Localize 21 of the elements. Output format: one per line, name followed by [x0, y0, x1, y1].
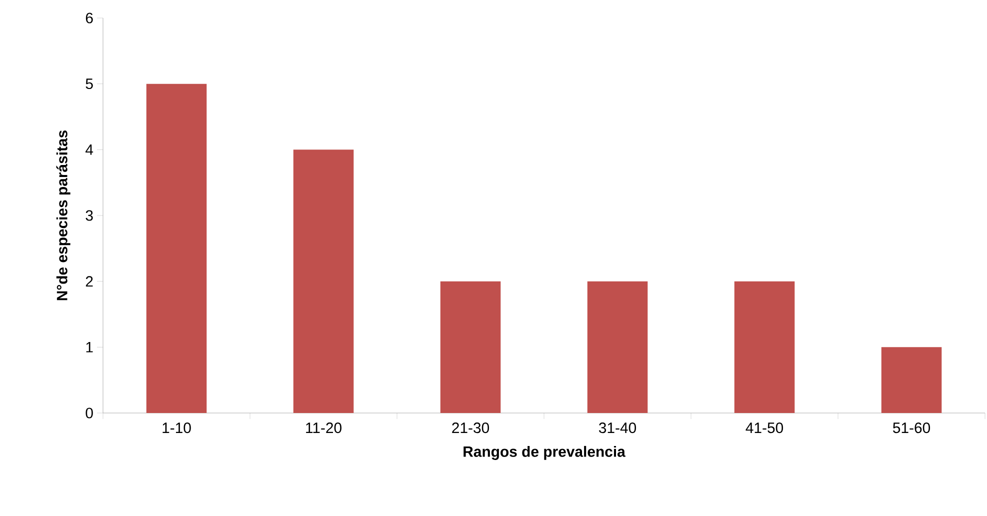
x-tick-label: 31-40 [598, 422, 636, 434]
bar [146, 84, 207, 413]
x-tick-label: 41-50 [746, 422, 784, 434]
x-tick-label: 11-20 [306, 422, 342, 434]
x-tick-label: 1-10 [162, 422, 191, 434]
bar [734, 281, 795, 413]
y-tick-label: 2 [86, 276, 93, 287]
y-tick-label: 1 [86, 342, 93, 352]
x-tick-label: 21-30 [452, 422, 490, 434]
y-tick-label: 4 [86, 144, 94, 155]
y-tick-label: 6 [86, 12, 93, 24]
x-axis-title: Rangos de prevalencia [464, 446, 626, 460]
y-axis-title: N°de especies parásitas [56, 130, 70, 300]
x-tick-label: 51-60 [892, 422, 930, 434]
y-tick-label: 5 [86, 78, 93, 90]
bar [881, 347, 942, 413]
bar [440, 281, 501, 413]
y-tick-label: 0 [86, 408, 93, 418]
bar [587, 281, 648, 413]
y-tick-label: 3 [86, 210, 93, 221]
bar [293, 150, 354, 413]
